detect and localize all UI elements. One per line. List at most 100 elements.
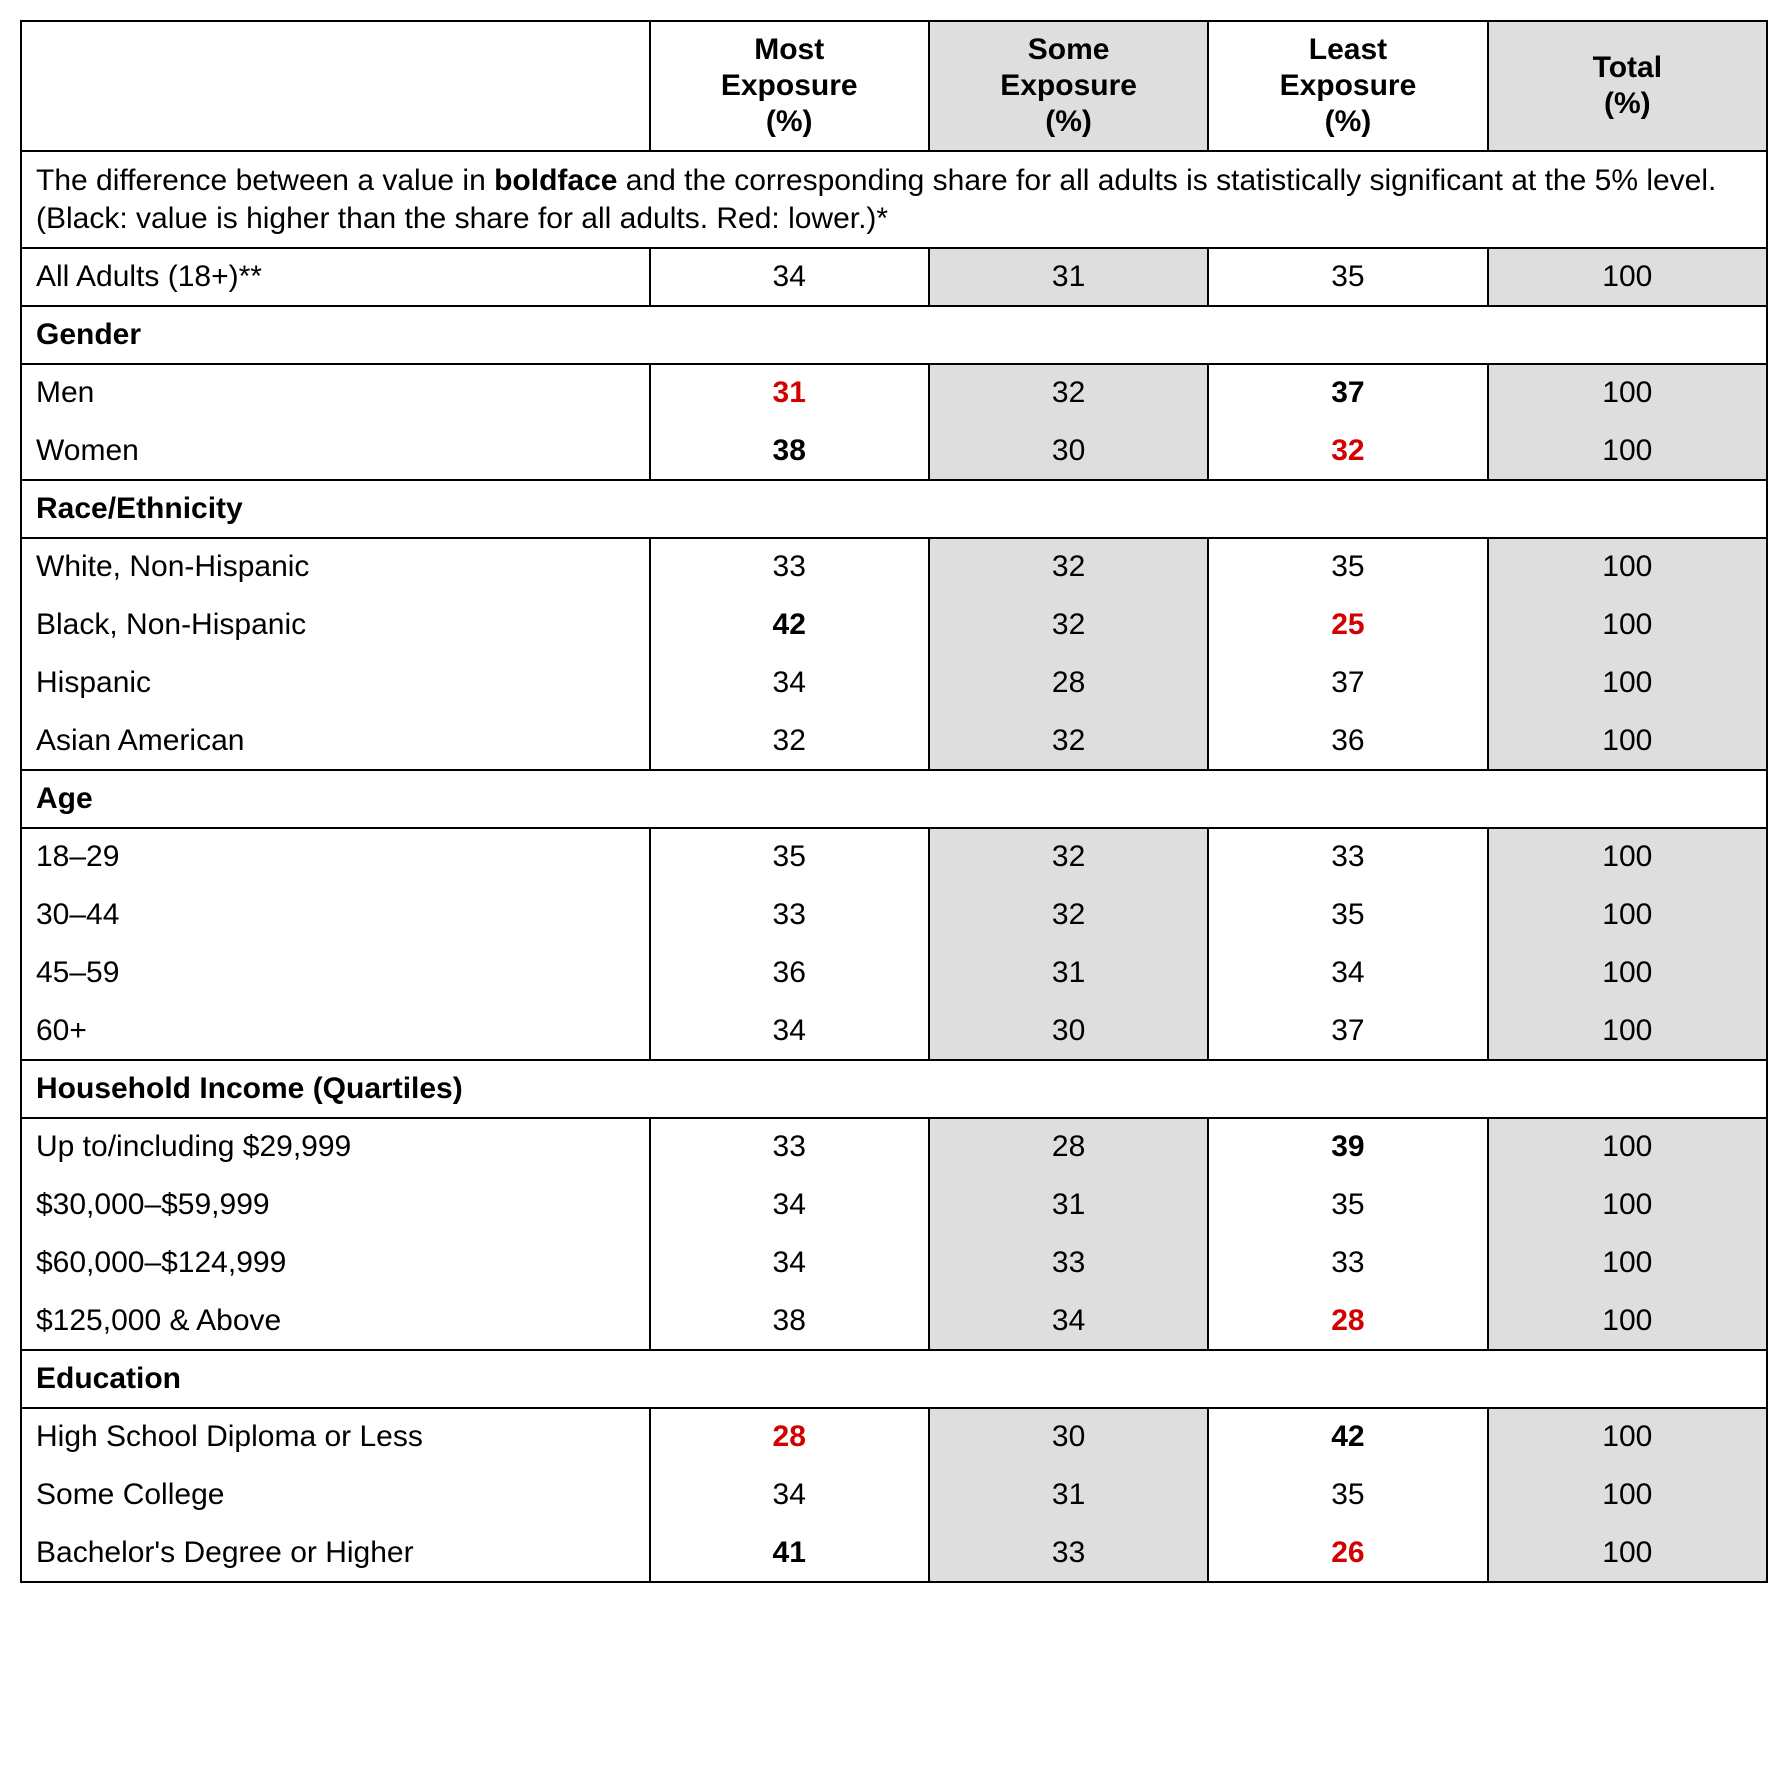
row-label: Asian American: [21, 712, 650, 770]
header-some-exposure: Some Exposure (%): [929, 21, 1208, 151]
section-header-row: Race/Ethnicity: [21, 480, 1767, 538]
cell-least: 37: [1208, 1002, 1487, 1060]
table-row: Black, Non-Hispanic423225100: [21, 596, 1767, 654]
cell-most: 38: [650, 422, 929, 480]
cell-least: 37: [1208, 364, 1487, 422]
cell-most: 35: [650, 828, 929, 886]
cell-most: 34: [650, 1466, 929, 1524]
row-label: $60,000–$124,999: [21, 1234, 650, 1292]
cell-total: 100: [1488, 422, 1767, 480]
cell-total: 100: [1488, 1234, 1767, 1292]
table-row: High School Diploma or Less283042100: [21, 1408, 1767, 1466]
cell-total: 100: [1488, 1176, 1767, 1234]
cell-total: 100: [1488, 1408, 1767, 1466]
table-row: 18–29353233100: [21, 828, 1767, 886]
cell-most: 34: [650, 1002, 929, 1060]
cell-most: 42: [650, 596, 929, 654]
cell-some: 28: [929, 654, 1208, 712]
table-row: 30–44333235100: [21, 886, 1767, 944]
header-blank: [21, 21, 650, 151]
table-row: Bachelor's Degree or Higher413326100: [21, 1524, 1767, 1582]
cell-least: 26: [1208, 1524, 1487, 1582]
header-most-exposure: Most Exposure (%): [650, 21, 929, 151]
cell-least: 35: [1208, 538, 1487, 596]
cell-total: 100: [1488, 364, 1767, 422]
cell-some: 32: [929, 596, 1208, 654]
table-row: Women383032100: [21, 422, 1767, 480]
table-row: Up to/including $29,999332839100: [21, 1118, 1767, 1176]
row-label: $125,000 & Above: [21, 1292, 650, 1350]
cell-total: 100: [1488, 1524, 1767, 1582]
cell-least: 25: [1208, 596, 1487, 654]
row-label: Men: [21, 364, 650, 422]
table-row: Some College343135100: [21, 1466, 1767, 1524]
header-row: Most Exposure (%) Some Exposure (%) Leas…: [21, 21, 1767, 151]
cell-least: 35: [1208, 1466, 1487, 1524]
row-label: Up to/including $29,999: [21, 1118, 650, 1176]
section-header-row: Age: [21, 770, 1767, 828]
note-text: The difference between a value in boldfa…: [21, 151, 1767, 248]
cell-some: 30: [929, 422, 1208, 480]
cell-total: 100: [1488, 1466, 1767, 1524]
cell-some: 34: [929, 1292, 1208, 1350]
table-body: The difference between a value in boldfa…: [21, 151, 1767, 1582]
row-label: Some College: [21, 1466, 650, 1524]
row-label: All Adults (18+)**: [21, 248, 650, 306]
table-row: $60,000–$124,999343333100: [21, 1234, 1767, 1292]
cell-least: 37: [1208, 654, 1487, 712]
cell-most: 34: [650, 1176, 929, 1234]
cell-some: 33: [929, 1234, 1208, 1292]
section-title: Gender: [21, 306, 1767, 364]
row-label: Women: [21, 422, 650, 480]
table-row: White, Non-Hispanic333235100: [21, 538, 1767, 596]
cell-some: 31: [929, 248, 1208, 306]
header-total: Total (%): [1488, 21, 1767, 151]
section-header-row: Household Income (Quartiles): [21, 1060, 1767, 1118]
cell-least: 34: [1208, 944, 1487, 1002]
cell-total: 100: [1488, 248, 1767, 306]
cell-some: 30: [929, 1002, 1208, 1060]
table-row: 45–59363134100: [21, 944, 1767, 1002]
cell-least: 35: [1208, 248, 1487, 306]
cell-some: 31: [929, 1176, 1208, 1234]
header-least-exposure: Least Exposure (%): [1208, 21, 1487, 151]
row-label: 30–44: [21, 886, 650, 944]
table-row: Asian American323236100: [21, 712, 1767, 770]
table-row: Hispanic342837100: [21, 654, 1767, 712]
row-all-adults: All Adults (18+)**343135100: [21, 248, 1767, 306]
cell-some: 30: [929, 1408, 1208, 1466]
cell-least: 42: [1208, 1408, 1487, 1466]
cell-most: 33: [650, 1118, 929, 1176]
row-label: 60+: [21, 1002, 650, 1060]
cell-most: 41: [650, 1524, 929, 1582]
cell-some: 32: [929, 828, 1208, 886]
section-header-row: Education: [21, 1350, 1767, 1408]
cell-most: 38: [650, 1292, 929, 1350]
row-label: High School Diploma or Less: [21, 1408, 650, 1466]
cell-total: 100: [1488, 596, 1767, 654]
cell-some: 32: [929, 364, 1208, 422]
cell-total: 100: [1488, 1292, 1767, 1350]
cell-least: 39: [1208, 1118, 1487, 1176]
cell-most: 36: [650, 944, 929, 1002]
cell-most: 31: [650, 364, 929, 422]
cell-total: 100: [1488, 1118, 1767, 1176]
section-title: Household Income (Quartiles): [21, 1060, 1767, 1118]
cell-most: 32: [650, 712, 929, 770]
table-header: Most Exposure (%) Some Exposure (%) Leas…: [21, 21, 1767, 151]
row-label: Black, Non-Hispanic: [21, 596, 650, 654]
cell-total: 100: [1488, 886, 1767, 944]
table-row: 60+343037100: [21, 1002, 1767, 1060]
cell-most: 34: [650, 1234, 929, 1292]
cell-some: 32: [929, 538, 1208, 596]
cell-some: 33: [929, 1524, 1208, 1582]
cell-least: 33: [1208, 1234, 1487, 1292]
cell-total: 100: [1488, 944, 1767, 1002]
cell-most: 28: [650, 1408, 929, 1466]
cell-least: 36: [1208, 712, 1487, 770]
page: Most Exposure (%) Some Exposure (%) Leas…: [0, 0, 1788, 1603]
row-label: Bachelor's Degree or Higher: [21, 1524, 650, 1582]
cell-most: 34: [650, 654, 929, 712]
section-title: Education: [21, 1350, 1767, 1408]
cell-most: 33: [650, 886, 929, 944]
